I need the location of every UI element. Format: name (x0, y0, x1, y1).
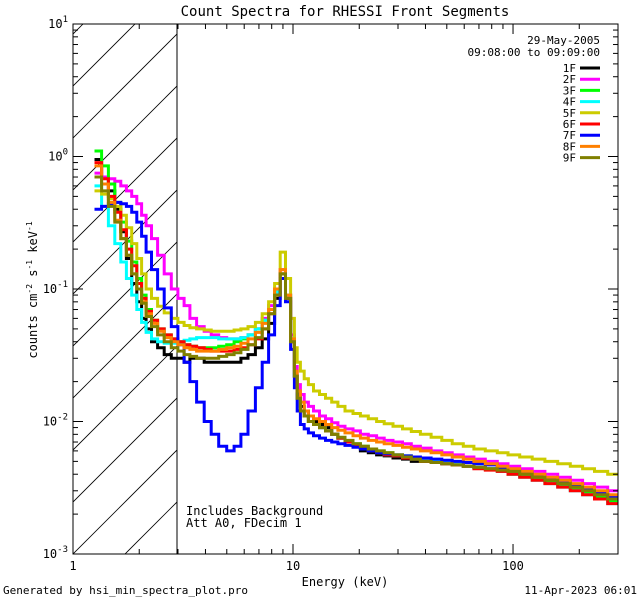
y-tick-labels: 10-3 10-2 10-1 100 101 (43, 15, 68, 561)
hatch-line (73, 137, 177, 243)
legend-label-1f: 1F (563, 62, 576, 75)
series-7f-line (94, 200, 618, 499)
series-6f-line (94, 161, 618, 506)
legend-label-5f: 5F (563, 107, 576, 120)
y-tick-label: 10-1 (43, 280, 68, 296)
y-axis-label: counts cm-2 s-1 keV-1 (25, 221, 40, 358)
legend-label-2f: 2F (563, 73, 576, 86)
hatch-line (281, 0, 640, 554)
hatch-line (73, 241, 177, 347)
hatch-line (73, 345, 177, 451)
y-tick-label: 100 (48, 148, 68, 164)
hatch-line (73, 85, 177, 191)
legend-label-4f: 4F (563, 96, 576, 109)
series-4f-line (94, 184, 618, 506)
hatch-line (73, 449, 177, 554)
annotation-background: Includes Background (186, 504, 323, 518)
footer-timestamp: 11-Apr-2023 06:01 (524, 584, 637, 597)
hatch-line (73, 33, 177, 139)
legend-label-3f: 3F (563, 84, 576, 97)
y-tick-label: 10-2 (43, 413, 68, 429)
x-axis-label: Energy (keV) (302, 575, 389, 589)
footer-generated-by: Generated by hsi_min_spectra_plot.pro (3, 584, 248, 597)
date-label: 29-May-2005 (527, 34, 600, 47)
legend-label-8f: 8F (563, 140, 576, 153)
hatch-line (73, 397, 177, 503)
hatch-line (73, 24, 84, 35)
y-tick-label: 10-3 (43, 545, 68, 561)
axis-ticks (72, 24, 619, 555)
hatch-line (73, 293, 177, 399)
x-tick-labels: 1 10 100 (69, 559, 523, 573)
series-5f-line (94, 189, 618, 476)
x-tick-label: 10 (286, 559, 300, 573)
series-9f-line (94, 175, 618, 501)
time-range-label: 09:08:00 to 09:09:00 (468, 46, 600, 59)
legend-label-9f: 9F (563, 152, 576, 165)
x-tick-label: 1 (69, 559, 76, 573)
x-tick-label: 100 (502, 559, 524, 573)
legend-label-7f: 7F (563, 129, 576, 142)
annotation-attenuator: Att A0, FDecim 1 (186, 516, 302, 530)
series-group (94, 149, 618, 506)
y-tick-label: 101 (48, 15, 68, 31)
chart-title: Count Spectra for RHESSI Front Segments (181, 4, 510, 20)
hatch-line (541, 0, 640, 554)
hatch-line (73, 189, 177, 295)
legend-label-6f: 6F (563, 118, 576, 131)
